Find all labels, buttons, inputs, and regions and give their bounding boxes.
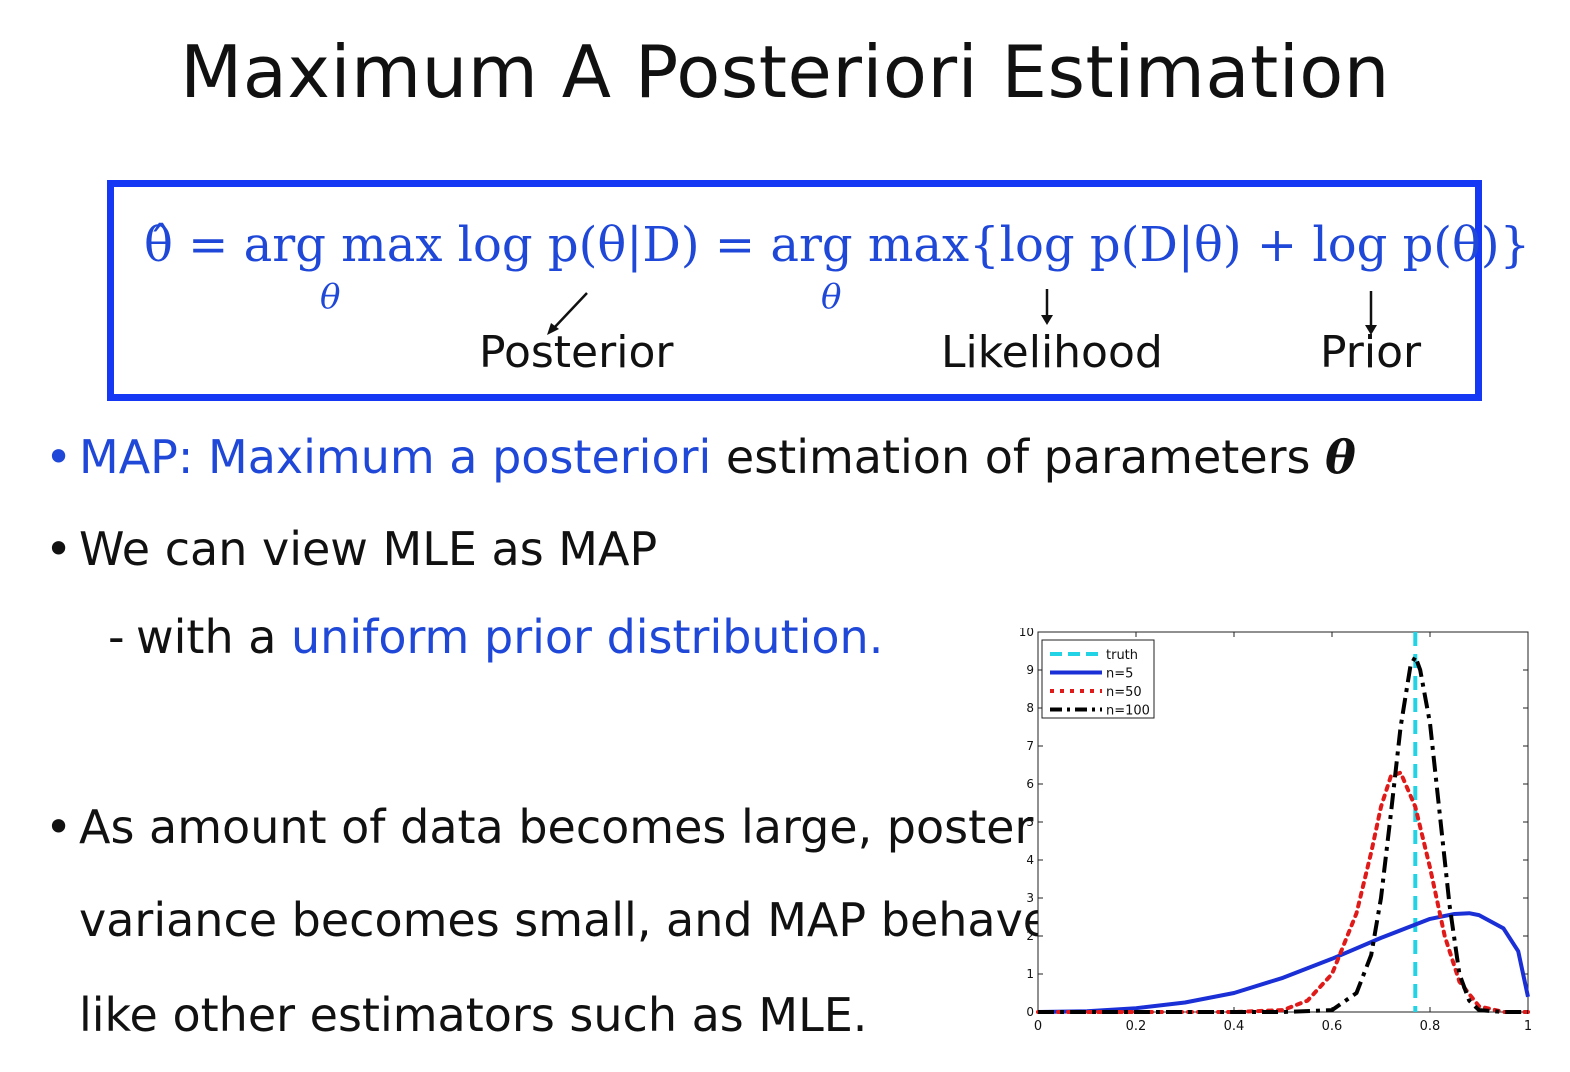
series-line-n-5	[1037, 911, 1530, 1014]
bullet-large-data-line2: variance becomes small, and MAP behaves	[79, 893, 1076, 947]
posterior-chart: 0 0.2 0.4 0.6 0.8 1012345678910truthn=5n=50n=…	[1019, 628, 1532, 1034]
legend-label-truth: truth	[1106, 648, 1138, 663]
x-tick-label: 0.4	[1224, 1019, 1245, 1034]
posterior-label: Posterior	[479, 327, 674, 378]
x-tick-label: 0	[1034, 1019, 1042, 1034]
bullet-marker: •	[45, 800, 73, 854]
y-tick-label: 8	[1026, 701, 1034, 715]
y-tick-label: 7	[1026, 739, 1034, 753]
y-tick-label: 1	[1026, 967, 1034, 981]
map-term: MAP: Maximum a posteriori	[79, 430, 712, 484]
sub-bullet-uniform-prior: - with a uniform prior distribution.	[108, 610, 883, 664]
y-tick-label: 3	[1026, 891, 1034, 905]
likelihood-arrow-icon	[1041, 289, 1053, 325]
bullet-large-data-line3: like other estimators such as MLE.	[79, 988, 868, 1042]
bullet-mle-as-map: • We can view MLE as MAP	[45, 522, 657, 576]
y-tick-label: 6	[1026, 777, 1034, 791]
prior-arrow-icon	[1365, 291, 1377, 335]
bullet-text: As amount of data becomes large, posteri…	[79, 800, 1094, 854]
bullet-marker: •	[45, 522, 73, 576]
y-tick-label: 0	[1026, 1005, 1034, 1019]
formula-box: θ̂ = arg max log p(θ|D) = arg max{log p(…	[107, 180, 1530, 401]
bullet-marker: •	[45, 430, 73, 484]
theta-symbol: θ	[1325, 430, 1356, 484]
dash-marker: -	[108, 610, 125, 664]
legend-label-n-50: n=50	[1106, 685, 1142, 700]
likelihood-label: Likelihood	[941, 327, 1163, 378]
bullet-large-data-line1: • As amount of data becomes large, poster…	[45, 800, 1093, 854]
slide-title: Maximum A Posteriori Estimation	[180, 30, 1390, 114]
uniform-prior-term: uniform prior distribution.	[291, 610, 884, 664]
argmax-subscript-1: θ	[320, 277, 341, 317]
y-tick-label: 4	[1026, 853, 1034, 867]
argmax-subscript-2: θ	[821, 277, 842, 317]
prior-label: Prior	[1320, 327, 1422, 378]
map-formula: θ̂ = arg max log p(θ|D) = arg max{log p(…	[144, 217, 1531, 273]
legend-label-n-100: n=100	[1106, 704, 1150, 719]
bullet-text: We can view MLE as MAP	[79, 522, 658, 576]
x-tick-label: 0.6	[1322, 1019, 1343, 1034]
x-tick-label: 0.2	[1126, 1019, 1147, 1034]
sub-bullet-text: with a	[136, 610, 292, 664]
y-tick-label: 9	[1026, 663, 1034, 677]
series-line-n-100	[1038, 654, 1528, 1014]
posterior-arrow-icon	[547, 292, 588, 335]
legend-label-n-5: n=5	[1106, 667, 1133, 682]
bullet-text: estimation of parameters	[711, 430, 1326, 484]
y-tick-label: 5	[1026, 815, 1034, 829]
y-tick-label: 10	[1019, 628, 1034, 639]
x-tick-label: 1	[1524, 1019, 1532, 1034]
x-tick-label: 0.8	[1420, 1019, 1441, 1034]
bullet-map-definition: • MAP: Maximum a posteriori estimation of…	[45, 430, 1356, 484]
y-tick-label: 2	[1026, 929, 1034, 943]
